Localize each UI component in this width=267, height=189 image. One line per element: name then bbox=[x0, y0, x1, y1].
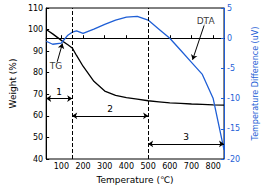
svg-text:2: 2 bbox=[107, 104, 113, 114]
svg-text:800: 800 bbox=[206, 162, 221, 171]
svg-text:1: 1 bbox=[56, 87, 62, 97]
svg-text:600: 600 bbox=[162, 162, 177, 171]
svg-text:0: 0 bbox=[227, 34, 232, 43]
svg-text:110: 110 bbox=[28, 4, 43, 13]
svg-text:70: 70 bbox=[33, 90, 43, 99]
svg-text:-15: -15 bbox=[227, 124, 240, 133]
svg-text:90: 90 bbox=[33, 47, 43, 56]
svg-text:60: 60 bbox=[33, 111, 43, 120]
svg-text:3: 3 bbox=[183, 132, 189, 142]
svg-text:300: 300 bbox=[97, 162, 112, 171]
svg-text:Temperature Difference (uV): Temperature Difference (uV) bbox=[251, 27, 260, 142]
svg-text:-5: -5 bbox=[227, 64, 235, 73]
svg-text:TG: TG bbox=[49, 61, 62, 71]
svg-text:-10: -10 bbox=[227, 94, 240, 103]
svg-text:Temperature (℃): Temperature (℃) bbox=[96, 175, 174, 185]
svg-text:500: 500 bbox=[140, 162, 155, 171]
svg-text:DTA: DTA bbox=[197, 16, 216, 26]
svg-text:100: 100 bbox=[54, 162, 69, 171]
svg-text:-20: -20 bbox=[227, 155, 240, 164]
svg-text:40: 40 bbox=[33, 155, 43, 164]
svg-text:100: 100 bbox=[28, 25, 43, 34]
svg-text:50: 50 bbox=[33, 133, 43, 142]
svg-text:400: 400 bbox=[119, 162, 134, 171]
svg-text:700: 700 bbox=[184, 162, 199, 171]
svg-text:200: 200 bbox=[75, 162, 90, 171]
svg-text:5: 5 bbox=[227, 4, 232, 13]
svg-text:80: 80 bbox=[33, 68, 43, 77]
svg-text:Weight (%): Weight (%) bbox=[8, 59, 18, 109]
